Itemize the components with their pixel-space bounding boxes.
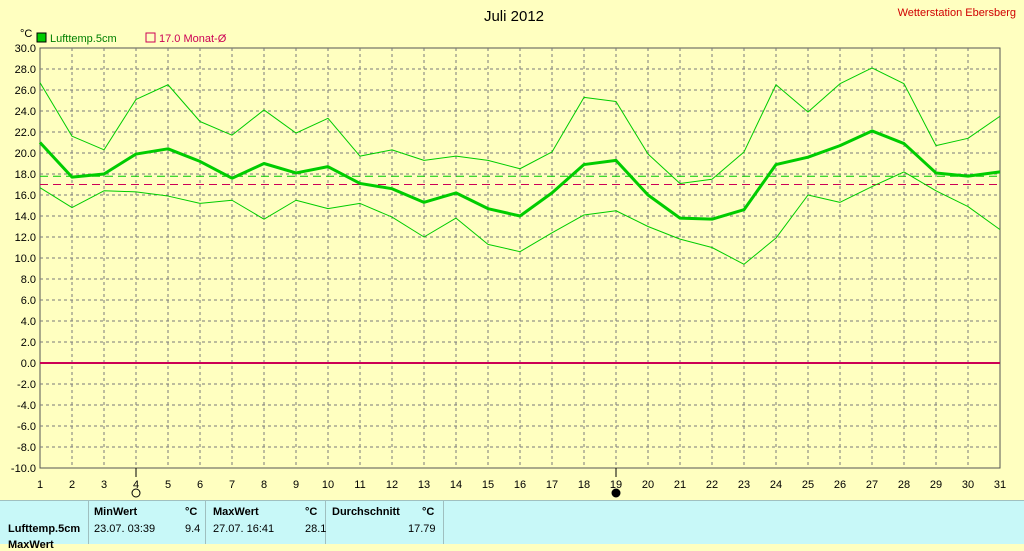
x-tick-label: 11 xyxy=(354,479,365,491)
x-tick-label: 25 xyxy=(802,479,814,491)
y-tick-label: 22.0 xyxy=(15,127,36,139)
y-tick-label: 4.0 xyxy=(21,316,36,328)
x-tick-label: 26 xyxy=(834,479,846,491)
chart-title: Juli 2012 xyxy=(484,8,544,25)
stats-max-date: 27.07. 16:41 xyxy=(213,523,275,535)
stats-max-column: MaxWert °C 27.07. 16:41 28.1 xyxy=(206,501,326,544)
x-tick-label: 17 xyxy=(546,479,558,491)
stats-sensor-name: Lufttemp.5cm xyxy=(8,523,81,535)
y-tick-label: 6.0 xyxy=(21,295,36,307)
x-tick-label: 29 xyxy=(930,479,942,491)
y-tick-label: -8.0 xyxy=(17,442,36,454)
y-tick-label: -10.0 xyxy=(11,463,36,475)
y-tick-label: 20.0 xyxy=(15,148,36,160)
y-tick-label: 8.0 xyxy=(21,274,36,286)
x-tick-label: 20 xyxy=(642,479,654,491)
x-tick-label: 2 xyxy=(69,479,75,491)
moon-new-icon xyxy=(611,488,621,498)
moon-full-icon xyxy=(131,488,141,498)
y-tick-label: 24.0 xyxy=(15,106,36,118)
temperature-chart: Juli 2012 Wetterstation Ebersberg °C Luf… xyxy=(11,7,1016,498)
y-tick-label: 16.0 xyxy=(15,190,36,202)
y-tick-label: -4.0 xyxy=(17,400,36,412)
legend-label-monatsmittel: 17.0 Monat-Ø xyxy=(159,33,227,45)
x-tick-label: 3 xyxy=(101,479,107,491)
x-tick-labels: 1 2 3 4 5 6 7 8 9 10 11 12 13 14 15 16 17 18 19 20 21 22 23 24 2… xyxy=(37,479,1006,491)
y-tick-label: 0.0 xyxy=(21,358,36,370)
y-tick-label: -2.0 xyxy=(17,379,36,391)
y-tick-label: 14.0 xyxy=(15,211,36,223)
stats-sensor-next-row: MaxWert xyxy=(8,539,54,551)
x-tick-label: 24 xyxy=(770,479,782,491)
stats-max-unit: °C xyxy=(305,506,318,518)
x-tick-label: 15 xyxy=(482,479,494,491)
y-tick-labels: 30.0 28.0 26.0 24.0 22.0 20.0 18.0 16.0 14.0 12.0… xyxy=(11,43,36,475)
statistics-panel: Lufttemp.5cm MaxWert MinWert °C 23.07. 0… xyxy=(0,500,1024,551)
station-name: Wetterstation Ebersberg xyxy=(898,7,1016,19)
x-tick-label: 12 xyxy=(386,479,398,491)
stats-max-value: 28.1 xyxy=(305,523,327,535)
x-tick-label: 8 xyxy=(261,479,267,491)
legend-swatch-monatsmittel xyxy=(145,32,156,43)
stats-average-unit: °C xyxy=(422,506,435,518)
series-line-mean xyxy=(38,129,1001,221)
x-tick-label: 1 xyxy=(37,479,43,491)
y-tick-label: 28.0 xyxy=(15,64,36,76)
x-tick-label: 19 xyxy=(610,479,622,491)
stats-min-unit: °C xyxy=(185,506,198,518)
y-tick-label: 10.0 xyxy=(15,253,36,265)
y-tick-label: -6.0 xyxy=(17,421,36,433)
statistics-table: Lufttemp.5cm MaxWert MinWert °C 23.07. 0… xyxy=(0,501,444,551)
legend-swatch-lufttemp xyxy=(36,32,47,43)
x-tick-label: 30 xyxy=(962,479,974,491)
stats-max-header: MaxWert xyxy=(213,506,259,518)
stats-average-header: Durchschnitt xyxy=(332,506,400,518)
stats-average-value: 17.79 xyxy=(408,523,436,535)
x-tick-label: 28 xyxy=(898,479,910,491)
x-tick-label: 13 xyxy=(418,479,430,491)
series xyxy=(38,67,1001,265)
x-tick-label: 16 xyxy=(514,479,526,491)
x-tick-label: 6 xyxy=(197,479,203,491)
y-tick-label: 2.0 xyxy=(21,337,36,349)
y-axis-unit: °C xyxy=(20,28,32,40)
y-tick-label: 30.0 xyxy=(15,43,36,55)
x-tick-label: 7 xyxy=(229,479,235,491)
series-line-min xyxy=(39,171,1001,265)
legend: Lufttemp.5cm 17.0 Monat-Ø xyxy=(36,32,227,45)
x-tick-label: 27 xyxy=(866,479,878,491)
stats-min-header: MinWert xyxy=(94,506,138,518)
series-line-max xyxy=(39,67,1001,184)
x-tick-label: 9 xyxy=(293,479,299,491)
moon-markers xyxy=(131,468,621,498)
x-tick-label: 31 xyxy=(994,479,1006,491)
y-tick-label: 12.0 xyxy=(15,232,36,244)
x-tick-label: 18 xyxy=(578,479,590,491)
x-tick-label: 21 xyxy=(674,479,686,491)
x-tick-label: 14 xyxy=(450,479,462,491)
stats-average-column: Durchschnitt °C 17.79 xyxy=(326,501,444,544)
y-tick-label: 26.0 xyxy=(15,85,36,97)
x-tick-label: 4 xyxy=(133,479,139,491)
x-tick-label: 5 xyxy=(165,479,171,491)
stats-min-date: 23.07. 03:39 xyxy=(94,523,156,535)
stats-min-column: MinWert °C 23.07. 03:39 9.4 xyxy=(89,501,206,544)
reference-lines xyxy=(40,175,1000,364)
grid xyxy=(40,48,1000,468)
x-tick-label: 23 xyxy=(738,479,750,491)
legend-label-lufttemp: Lufttemp.5cm xyxy=(50,33,117,45)
stats-sensor-column: Lufttemp.5cm MaxWert xyxy=(0,501,89,551)
x-tick-label: 10 xyxy=(322,479,334,491)
y-tick-label: 18.0 xyxy=(15,169,36,181)
x-tick-label: 22 xyxy=(706,479,718,491)
stats-min-value: 9.4 xyxy=(185,523,201,535)
